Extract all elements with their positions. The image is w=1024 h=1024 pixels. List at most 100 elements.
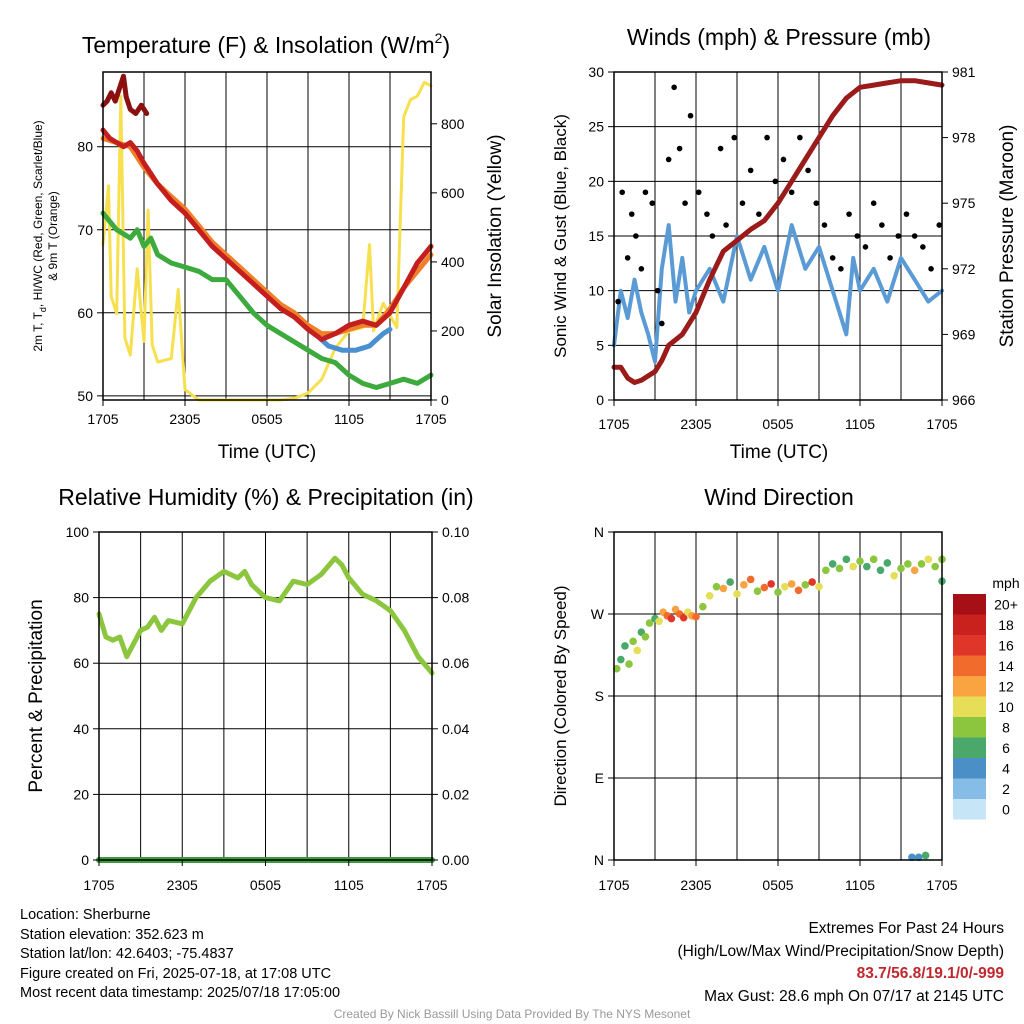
insolation-y2-tick-label: 800: [441, 116, 465, 132]
direction-point: [794, 586, 803, 595]
gust-point: [695, 189, 702, 196]
pressure-y2label: Station Pressure (Maroon): [997, 125, 1018, 348]
legend-label: 6: [1002, 740, 1010, 756]
gust-point: [838, 266, 844, 272]
direction-point: [746, 575, 755, 584]
legend-label: 12: [998, 678, 1014, 694]
extremes-gust: Max Gust: 28.6 mph On 07/17 at 2145 UTC: [704, 987, 1004, 1005]
gust-point: [772, 178, 779, 185]
gust-point: [628, 211, 635, 217]
direction-point: [910, 566, 919, 575]
temp-y-tick-label: 50: [77, 388, 93, 404]
gust-point: [731, 134, 738, 141]
pressure-y2-tick-label: 966: [952, 392, 976, 408]
precip-y2-tick-label: 0.04: [442, 721, 469, 737]
direction-point: [712, 582, 721, 591]
x-tick-label: 1105: [334, 411, 364, 427]
gust-point: [862, 244, 869, 250]
series-scarlet_blue: [312, 326, 393, 353]
insolation-y2-tick-label: 200: [441, 323, 465, 339]
x-tick-label: 1105: [334, 877, 364, 893]
gust-point: [642, 189, 649, 196]
direction-point: [863, 562, 871, 571]
legend-label: 8: [1002, 719, 1010, 735]
x-tick-label: 2305: [680, 877, 711, 893]
direction-point: [625, 660, 633, 668]
humidity-y-tick-label: 40: [73, 721, 89, 737]
gust-point: [709, 233, 716, 239]
gust-point: [928, 266, 934, 272]
series-temp_red: [100, 127, 434, 342]
direction-point: [808, 578, 816, 586]
direction-point: [842, 555, 851, 564]
humidity-line: [96, 555, 435, 676]
legend-swatch: [953, 635, 986, 656]
winds-title: Winds (mph) & Pressure (mb): [627, 24, 931, 50]
speed-legend: mph 20+ 18 16 14 12 10 8 6 4 2 0: [953, 575, 1020, 820]
x-tick-label: 1705: [415, 411, 446, 427]
series-dewpoint_green: [100, 210, 434, 390]
humidity-y-tick-label: 0: [81, 852, 89, 868]
temp-y-tick-label: 60: [77, 305, 93, 321]
temperature-panel: Temperature (F) & Insolation (W/m2) 1705…: [31, 30, 506, 463]
gust-point: [821, 222, 828, 228]
humidity-ylabel: Percent & Precipitation: [26, 599, 47, 792]
winds-xlabel: Time (UTC): [730, 442, 829, 463]
x-tick-label: 1105: [845, 416, 875, 432]
gust-point: [649, 200, 656, 206]
credit-line: Created By Nick Bassill Using Data Provi…: [333, 1007, 691, 1021]
gust-point: [870, 200, 877, 206]
legend-swatch: [953, 696, 986, 717]
legend-swatch: [953, 799, 986, 820]
legend-swatch: [953, 676, 986, 697]
direction-point: [849, 562, 857, 571]
direction-y-tick-label: N: [594, 524, 604, 540]
humidity-y-tick-label: 100: [66, 524, 90, 540]
direction-point: [876, 566, 885, 575]
gust-point: [624, 255, 631, 261]
legend-label: 18: [998, 617, 1014, 633]
x-tick-label: 0505: [762, 877, 793, 893]
legend-swatch: [953, 594, 986, 615]
direction-point: [828, 560, 837, 568]
direction-point: [781, 582, 789, 591]
gust-point: [895, 233, 902, 239]
x-tick-label: 2305: [680, 416, 711, 432]
legend-label: 10: [998, 699, 1014, 715]
legend-label: 16: [998, 637, 1014, 653]
gust-point: [682, 200, 688, 206]
gust-point: [687, 112, 694, 119]
x-tick-label: 0505: [762, 416, 793, 432]
wind-y-tick-label: 30: [588, 64, 604, 80]
direction-point: [767, 580, 775, 588]
precip-y2-tick-label: 0.00: [442, 852, 469, 868]
x-tick-label: 1705: [87, 411, 118, 427]
x-tick-label: 1705: [926, 416, 957, 432]
direction-point: [890, 571, 898, 580]
legend-swatch: [953, 737, 986, 758]
gust-point: [723, 222, 729, 228]
direction-panel: Wind Direction 1705 2305 0505 1105 1705 N E S W N…: [551, 484, 1020, 893]
direction-point: [699, 602, 707, 611]
direction-point: [904, 560, 912, 568]
direction-point: [612, 664, 621, 673]
wind-y-tick-label: 5: [596, 337, 604, 353]
legend-label: 4: [1002, 760, 1010, 776]
humidity-y-tick-label: 80: [73, 590, 89, 606]
pressure-line: [611, 78, 945, 385]
direction-point: [641, 632, 650, 641]
gust-point: [920, 244, 926, 250]
precip-y2-tick-label: 0.08: [442, 590, 469, 606]
gust-point: [671, 84, 677, 91]
gust-point: [704, 211, 710, 217]
legend-swatch: [953, 655, 986, 676]
humidity-panel: Relative Humidity (%) & Precipitation (i…: [26, 484, 474, 893]
legend-label: 14: [998, 658, 1014, 674]
direction-point: [733, 590, 741, 598]
wind-y-tick-label: 15: [588, 228, 604, 244]
x-tick-label: 1705: [926, 877, 957, 893]
precip-y2-tick-label: 0.06: [442, 655, 469, 671]
temperature-ylabel-line2: & 9m T (Orange): [46, 191, 60, 281]
direction-point: [719, 584, 728, 593]
x-tick-label: 0505: [250, 877, 281, 893]
